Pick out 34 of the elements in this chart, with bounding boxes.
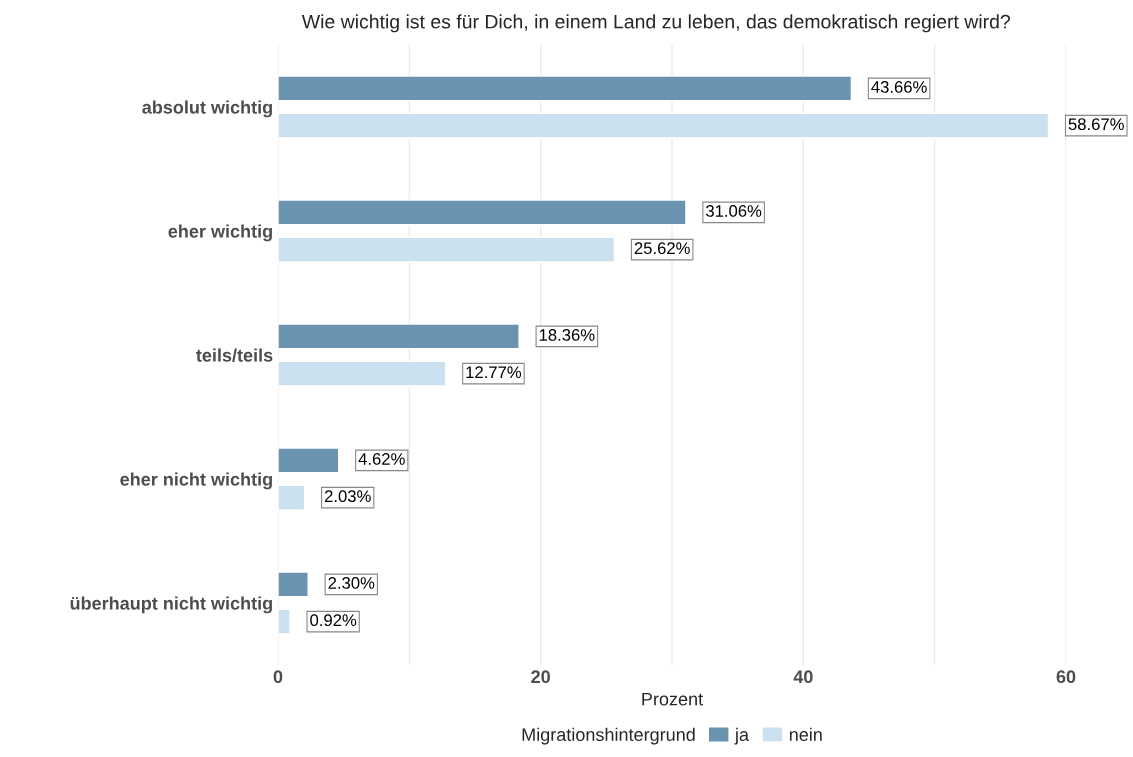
data-label: 43.66% — [871, 81, 927, 93]
data-label: 31.06% — [706, 205, 762, 217]
x-tick-label: 0 — [273, 670, 283, 684]
bar — [278, 112, 1050, 139]
data-label: 4.62% — [358, 453, 405, 465]
legend-label: nein — [789, 727, 822, 742]
data-label: 2.03% — [324, 490, 371, 503]
data-label: 2.30% — [328, 577, 375, 589]
legend-title: Migrationshintergrund — [522, 727, 695, 745]
x-tick-label: 40 — [793, 670, 813, 684]
x-tick-label: 60 — [1056, 670, 1076, 684]
data-label: 25.62% — [634, 242, 690, 255]
y-tick-label: teils/teils — [196, 348, 273, 362]
y-tick-label: eher nicht wichtig — [120, 472, 272, 490]
data-label: 58.67% — [1068, 118, 1124, 131]
y-tick-label: eher wichtig — [168, 224, 272, 242]
bar — [278, 360, 447, 387]
legend-label: ja — [734, 727, 749, 745]
x-tick-label: 20 — [531, 670, 550, 684]
bar — [278, 608, 291, 635]
bar — [278, 571, 309, 598]
chart-title: Wie wichtig ist es für Dich, in einem Land zu leben, das demokratisch regiert wird? — [301, 14, 1011, 33]
bar — [278, 447, 340, 474]
bar — [278, 484, 306, 511]
data-label: 18.36% — [539, 329, 595, 341]
y-tick-label: überhaupt nicht wichtig — [70, 596, 272, 614]
x-axis-title: Prozent — [642, 692, 703, 706]
bar — [278, 75, 853, 102]
data-label: 12.77% — [466, 366, 522, 379]
data-label: 0.92% — [310, 614, 357, 627]
y-tick-label: absolut wichtig — [142, 100, 272, 118]
bar — [278, 323, 520, 350]
bar — [278, 199, 687, 226]
bar — [278, 236, 616, 263]
